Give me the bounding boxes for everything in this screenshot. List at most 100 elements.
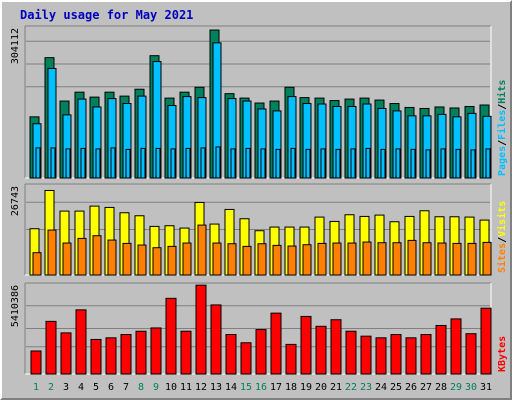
bar-pages (35, 147, 41, 179)
bar-sites (317, 242, 327, 276)
bar-pages (50, 147, 56, 179)
day-label: 12 (195, 382, 207, 393)
legend-item-files: Files (496, 110, 508, 140)
bar-sites (437, 242, 447, 276)
bar-pages (440, 148, 446, 179)
legend-item-pages: Pages (497, 146, 508, 176)
day-label: 6 (108, 382, 114, 393)
bar-sites (377, 242, 387, 276)
bar-kbytes (300, 315, 312, 375)
day-label: 2 (48, 382, 54, 393)
bar-kbytes (90, 338, 102, 375)
ymax-label-hits-files-pages: 304112 (10, 28, 21, 64)
bar-pages (95, 148, 101, 179)
legend-kbytes: KBytes (497, 336, 508, 372)
bar-pages (395, 148, 401, 179)
bar-sites (422, 242, 432, 276)
bar-sites (197, 224, 207, 276)
bar-kbytes (195, 284, 207, 375)
day-label: 28 (435, 382, 447, 393)
bar-sites (137, 244, 147, 276)
day-label: 13 (210, 382, 222, 393)
ymax-label-kbytes: 5410386 (10, 285, 21, 327)
day-label: 7 (123, 382, 129, 393)
day-label: 26 (405, 382, 417, 393)
day-label: 23 (360, 382, 372, 393)
bar-pages (125, 148, 131, 179)
legend-separator: / (497, 140, 508, 146)
bar-kbytes (105, 337, 117, 375)
ymax-label-visits-sites: 26743 (10, 186, 21, 216)
bar-kbytes (255, 329, 267, 375)
legend-item-kbytes: KBytes (497, 336, 508, 372)
bar-kbytes (225, 334, 237, 375)
bar-kbytes (360, 335, 372, 375)
bar-sites (347, 242, 357, 276)
day-label: 21 (330, 382, 342, 393)
bar-kbytes (405, 337, 417, 375)
bar-pages (260, 148, 266, 179)
bar-pages (275, 148, 281, 179)
day-label: 19 (300, 382, 312, 393)
bar-sites (107, 239, 117, 276)
day-label: 8 (138, 382, 144, 393)
bar-kbytes (180, 330, 192, 375)
bar-sites (392, 242, 402, 276)
bar-sites (227, 243, 237, 276)
bar-sites (302, 244, 312, 276)
bar-kbytes (285, 343, 297, 375)
bar-pages (425, 149, 431, 179)
bar-pages (335, 148, 341, 179)
bar-sites (332, 242, 342, 276)
bar-pages (350, 148, 356, 179)
legend-hits-files-pages: Pages/Files/Hits (496, 80, 508, 176)
bar-pages (485, 148, 491, 179)
day-label: 31 (480, 382, 492, 393)
bar-sites (287, 245, 297, 276)
bar-kbytes (150, 327, 162, 375)
bar-pages (380, 148, 386, 179)
bar-pages (200, 147, 206, 179)
day-label: 9 (153, 382, 159, 393)
day-label: 5 (93, 382, 99, 393)
bar-kbytes (375, 337, 387, 375)
bar-pages (155, 147, 161, 179)
day-label: 4 (78, 382, 84, 393)
bar-kbytes (30, 350, 42, 375)
bar-sites (92, 235, 102, 276)
bar-sites (77, 237, 87, 276)
chart-title: Daily usage for May 2021 (20, 8, 194, 22)
bar-kbytes (330, 319, 342, 375)
bar-sites (467, 242, 477, 276)
bar-pages (185, 147, 191, 179)
bar-sites (182, 242, 192, 276)
bar-pages (140, 147, 146, 179)
legend-separator: / (497, 237, 508, 243)
bar-pages (65, 148, 71, 179)
bar-pages (305, 148, 311, 179)
bar-kbytes (120, 334, 132, 375)
bar-sites (167, 245, 177, 276)
day-label: 3 (63, 382, 69, 393)
bar-sites (122, 242, 132, 276)
bar-kbytes (420, 334, 432, 375)
bar-sites (242, 245, 252, 276)
bar-kbytes (45, 320, 57, 375)
legend-item-visits: Visits (496, 201, 508, 237)
bar-kbytes (210, 304, 222, 375)
bar-pages (455, 148, 461, 179)
bar-sites (362, 241, 372, 276)
bar-sites (272, 244, 282, 276)
bar-pages (410, 148, 416, 179)
legend-visits-sites: Sites/Visits (496, 201, 508, 273)
legend-item-hits: Hits (496, 80, 508, 104)
bar-kbytes (345, 330, 357, 375)
bar-kbytes (315, 325, 327, 375)
bar-sites (32, 252, 42, 276)
day-label: 22 (345, 382, 357, 393)
day-label: 18 (285, 382, 297, 393)
bar-pages (470, 149, 476, 179)
day-label: 15 (240, 382, 252, 393)
day-label: 14 (225, 382, 237, 393)
day-label: 16 (255, 382, 267, 393)
